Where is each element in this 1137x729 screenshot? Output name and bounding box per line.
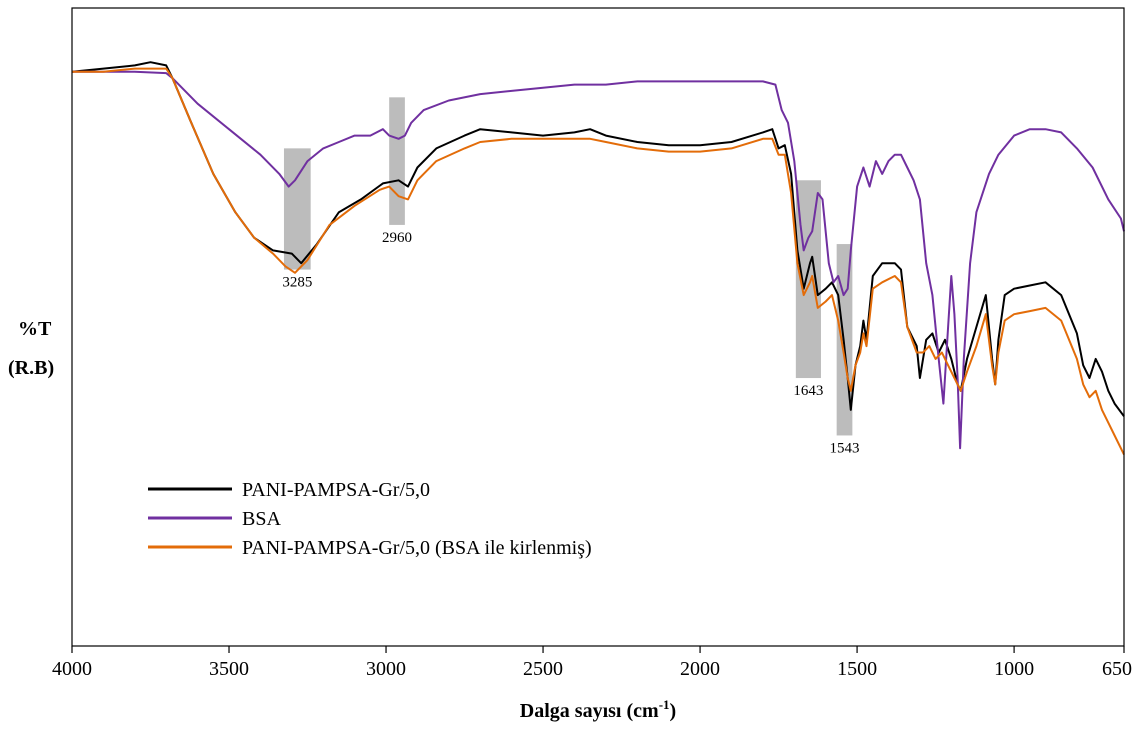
x-axis-ticks: 4000 3500 3000 2500 2000 1500 1000 650 xyxy=(52,646,1132,680)
plot-frame xyxy=(71,7,1125,647)
peak-label-3285: 3285 xyxy=(282,275,312,291)
x-axis-title-main: Dalga sayısı (cm xyxy=(520,700,659,722)
peak-labels: 3285 2960 1643 1543 xyxy=(282,230,859,457)
x-tick-label-1500: 1500 xyxy=(837,658,877,680)
peak-label-2960: 2960 xyxy=(382,230,412,246)
x-tick-label-650: 650 xyxy=(1102,658,1132,680)
series-lines xyxy=(71,61,1125,456)
y-axis-title-line1: %T xyxy=(18,318,52,340)
highlight-band-3285 xyxy=(283,148,311,270)
peak-label-1543: 1543 xyxy=(830,440,860,456)
x-tick-label-3000: 3000 xyxy=(366,658,406,680)
x-tick-label-2500: 2500 xyxy=(523,658,563,680)
y-axis-title-line2: (R.B) xyxy=(8,357,54,379)
highlight-band-2960 xyxy=(389,97,405,225)
x-tick-label-2000: 2000 xyxy=(680,658,720,680)
legend-label-0: PANI-PAMPSA-Gr/5,0 xyxy=(242,479,430,501)
x-tick-label-1000: 1000 xyxy=(994,658,1034,680)
legend-label-1: BSA xyxy=(242,508,281,530)
series-line-2 xyxy=(72,67,1125,456)
peak-label-1643: 1643 xyxy=(793,383,823,399)
x-tick-label-4000: 4000 xyxy=(52,658,92,680)
x-tick-label-3500: 3500 xyxy=(209,658,249,680)
x-axis-title-superscript: -1 xyxy=(659,697,670,712)
x-axis-title-end: ) xyxy=(670,700,677,722)
highlight-bands xyxy=(283,97,853,436)
series-line-0 xyxy=(71,61,1125,417)
legend-label-2: PANI-PAMPSA-Gr/5,0 (BSA ile kirlenmiş) xyxy=(242,537,592,559)
x-axis-title: Dalga sayısı (cm-1) xyxy=(520,697,676,722)
legend: PANI-PAMPSA-Gr/5,0 BSA PANI-PAMPSA-Gr/5,… xyxy=(148,479,592,559)
series-line-1 xyxy=(72,70,1125,450)
